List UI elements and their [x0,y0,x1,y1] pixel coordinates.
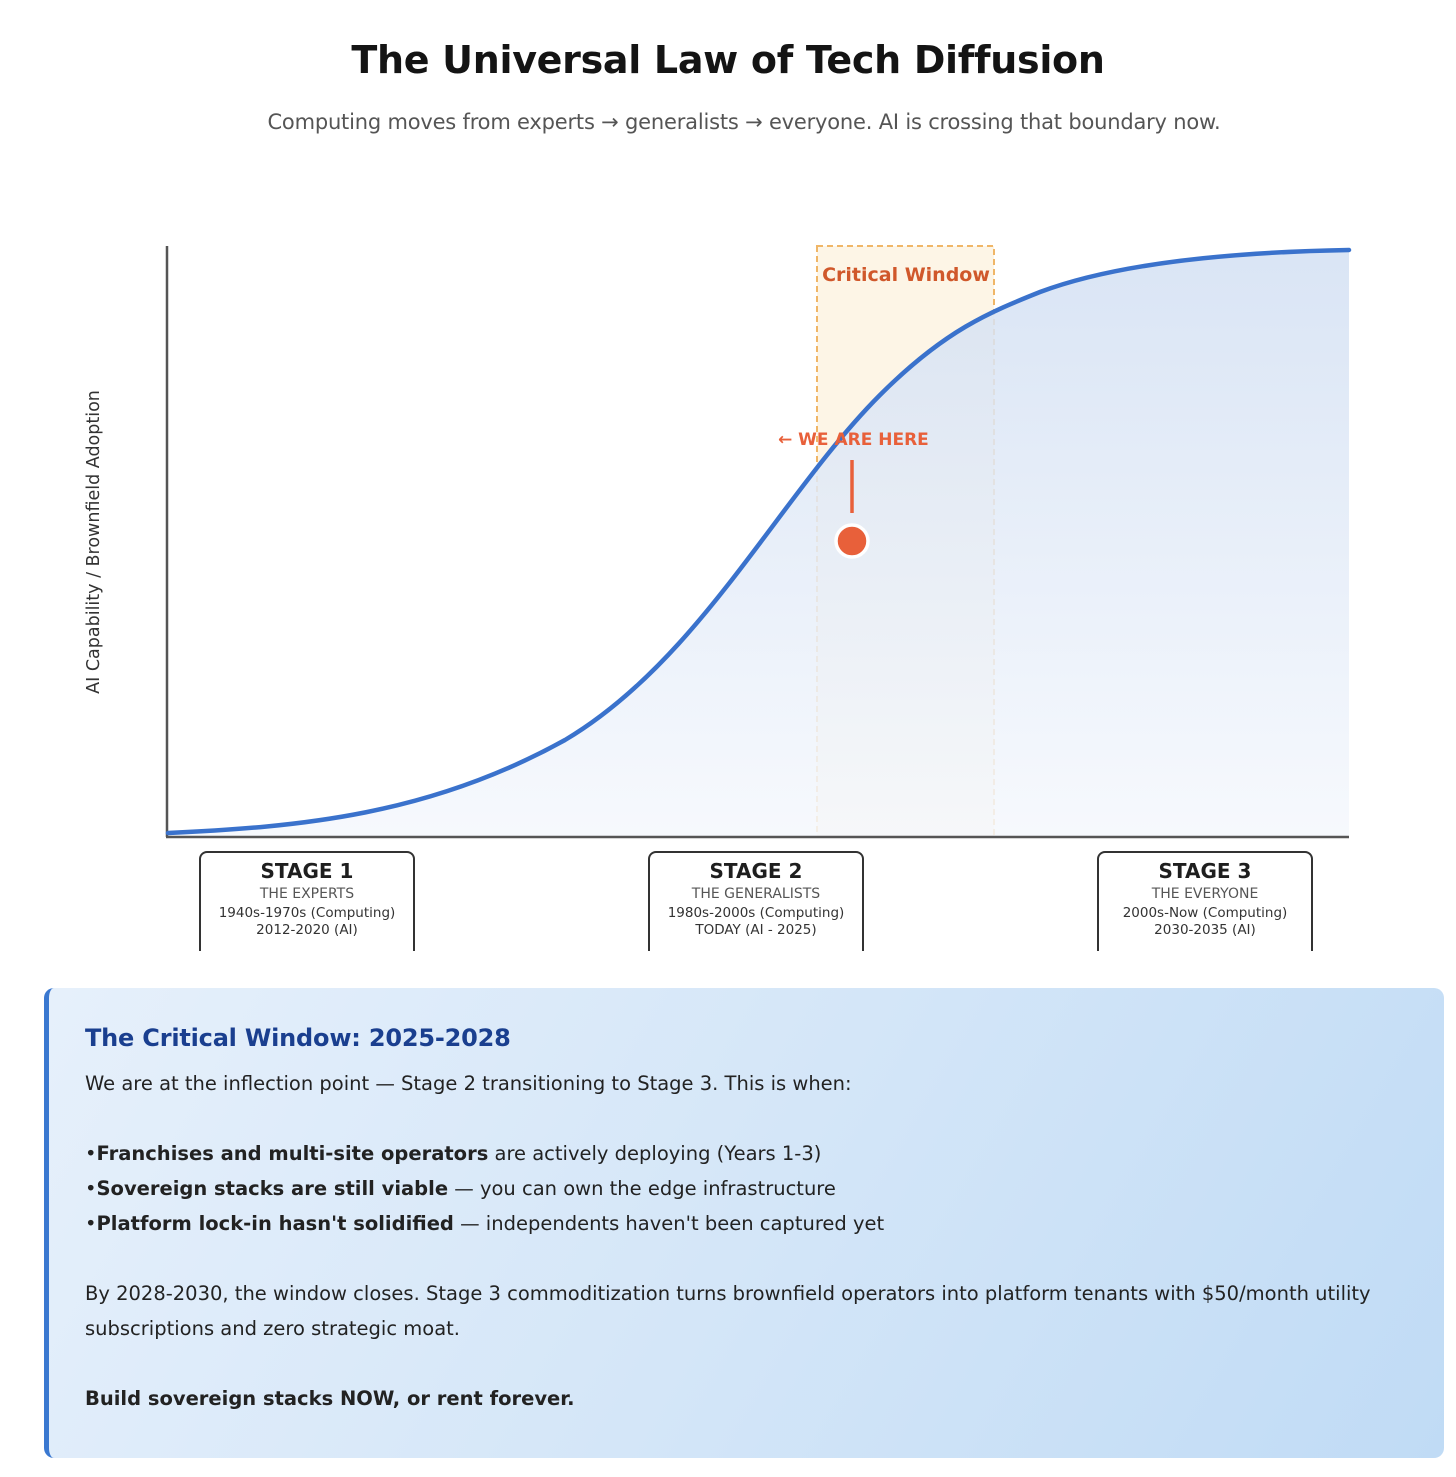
stage-3-dates-computing: 2000s-Now (Computing) [1122,905,1288,921]
page-title: The Universal Law of Tech Diffusion [351,38,1105,82]
stage-2-name: THE GENERALISTS [691,886,821,902]
stage-3-dates-ai: 2030-2035 (AI) [1154,922,1256,938]
stage-1-title: STAGE 1 [260,859,354,883]
critical-window-label: Critical Window [822,264,990,286]
list-item: Sovereign stacks are still viable — you … [85,1171,1408,1206]
point-2-text: — you can own the edge infrastructure [448,1177,836,1200]
list-item: Platform lock-in hasn't solidified — ind… [85,1206,1408,1241]
stage-1-dates-ai: 2012-2020 (AI) [256,922,358,938]
callout-points: Franchises and multi-site operators are … [85,1136,1408,1241]
current-position-marker [834,523,870,559]
critical-window-callout: The Critical Window: 2025-2028 We are at… [44,988,1444,1458]
stage-1-box: STAGE 1 THE EXPERTS 1940s-1970s (Computi… [199,851,415,951]
adoption-s-curve [165,247,1352,836]
y-axis-label: AI Capability / Brownfield Adoption [84,390,104,694]
point-2-emphasis: Sovereign stacks are still viable [96,1177,449,1200]
point-3-text: — independents haven't been captured yet [453,1212,885,1235]
stage-3-name: THE EVERYONE [1151,886,1259,902]
page-subtitle: Computing moves from experts → generalis… [267,110,1221,134]
stage-3-box: STAGE 3 THE EVERYONE 2000s-Now (Computin… [1097,851,1313,951]
callout-title: The Critical Window: 2025-2028 [85,1024,511,1052]
stage-2-box: STAGE 2 THE GENERALISTS 1980s-2000s (Com… [648,851,864,951]
adoption-area [168,250,1349,837]
stage-2-dates-ai: TODAY (AI - 2025) [695,922,817,938]
stage-3-title: STAGE 3 [1158,859,1252,883]
list-item: Franchises and multi-site operators are … [85,1136,1408,1171]
stage-2-dates-computing: 1980s-2000s (Computing) [667,905,845,921]
point-1-text: are actively deploying (Years 1-3) [488,1142,822,1165]
callout-closing: By 2028-2030, the window closes. Stage 3… [85,1282,1371,1340]
stage-2-title: STAGE 2 [709,859,803,883]
diffusion-diagram: Critical Window ← WE ARE HERE AI Capabil… [84,245,1352,839]
stage-1-name: THE EXPERTS [259,886,355,902]
callout-intro: We are at the inflection point — Stage 2… [85,1072,852,1095]
stage-1-dates-computing: 1940s-1970s (Computing) [218,905,396,921]
point-1-emphasis: Franchises and multi-site operators [96,1142,489,1165]
we-are-here-label: ← WE ARE HERE [778,430,929,450]
point-3-emphasis: Platform lock-in hasn't solidified [96,1212,454,1235]
callout-cta: Build sovereign stacks NOW, or rent fore… [85,1387,575,1410]
